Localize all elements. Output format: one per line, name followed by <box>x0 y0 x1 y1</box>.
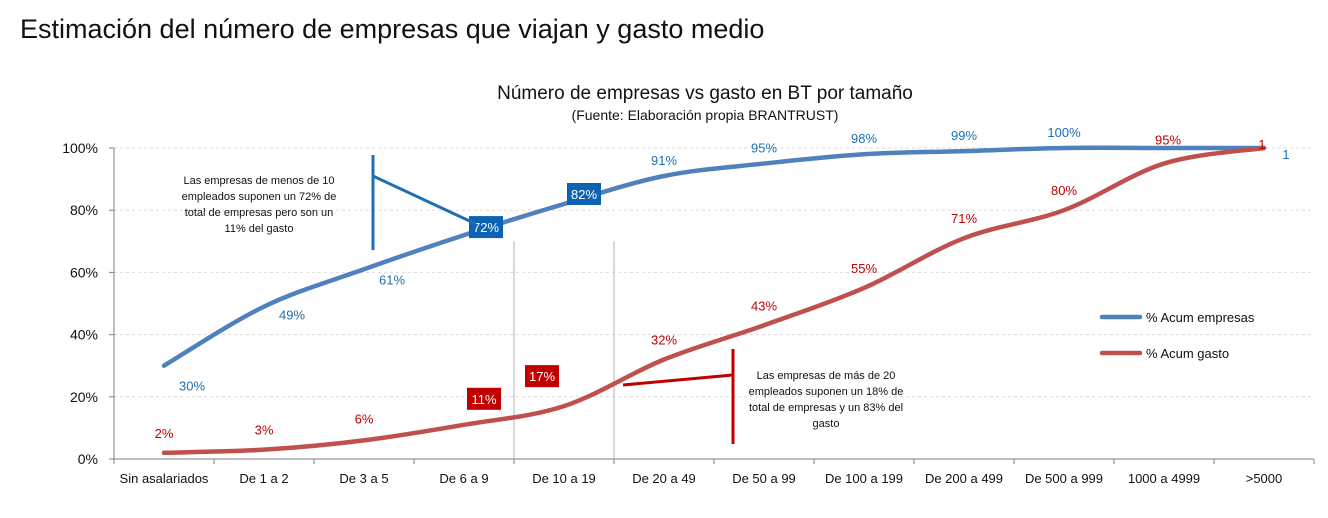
data-point <box>1162 162 1166 166</box>
data-label: 32% <box>651 332 677 347</box>
callouts: Las empresas de menos de 10 empleados sup… <box>182 155 904 444</box>
chart-title: Número de empresas vs gasto en BT por ta… <box>497 83 913 104</box>
data-label: 11% <box>471 392 496 407</box>
y-tick-label: 80% <box>70 202 98 218</box>
x-axis: Sin asalariados De 1 a 2 De 3 a 5 De 6 a 9 D… <box>113 458 1315 486</box>
x-tick-label: De 3 a 5 <box>339 471 388 486</box>
data-point <box>562 404 566 408</box>
y-axis: 0% 20% 40% 60% 80% 100% <box>62 140 115 467</box>
callout-text: total de empresas y un 83% del <box>749 402 903 414</box>
y-tick-label: 60% <box>70 264 98 280</box>
data-label: 49% <box>279 308 305 323</box>
data-label: 43% <box>751 298 777 313</box>
data-label: 61% <box>379 272 405 287</box>
data-label: 95% <box>1155 133 1181 148</box>
data-labels: 30%49%61%72%82%91%95%98% 99% 100%12% 3%6%11… <box>155 125 1290 441</box>
data-label: 100% <box>1047 125 1081 140</box>
callout-text: Las empresas de menos de 10 <box>183 175 334 187</box>
y-tick-label: 40% <box>70 327 98 343</box>
y-tick-label: 20% <box>70 389 98 405</box>
data-label: 30% <box>179 379 205 394</box>
data-point <box>1262 146 1266 150</box>
chart-subtitle: (Fuente: Elaboración propia BRANTRUST) <box>572 107 839 123</box>
data-label: 1 <box>1258 137 1265 152</box>
data-label: 3% <box>255 423 274 438</box>
data-label: 82% <box>571 187 597 202</box>
x-tick-label: 1000 a 4999 <box>1128 471 1200 486</box>
x-tick-label: De 1 a 2 <box>239 471 288 486</box>
series-line-gasto <box>161 145 1267 456</box>
data-point <box>562 202 566 206</box>
x-tick-label: De 50 a 99 <box>732 471 796 486</box>
label-box <box>467 387 501 410</box>
data-point <box>262 448 266 452</box>
data-label: 95% <box>751 141 777 156</box>
data-label: 71% <box>951 211 977 226</box>
data-label: 55% <box>851 261 877 276</box>
data-point <box>1062 146 1066 150</box>
legend-label: % Acum gasto <box>1146 346 1229 361</box>
grid <box>114 147 1314 398</box>
page-title: Estimación del número de empresas que vi… <box>20 14 765 44</box>
callout-pointer <box>622 373 734 387</box>
data-point <box>762 323 766 327</box>
data-point <box>1062 208 1066 212</box>
data-point <box>662 174 666 178</box>
data-label: 1 <box>1282 147 1289 162</box>
data-point <box>862 152 866 156</box>
callout-text: empleados suponen un 72% de <box>182 191 337 203</box>
callout-text: total de empresas pero son un <box>185 207 334 219</box>
data-label: 99% <box>951 128 977 143</box>
data-point <box>962 149 966 153</box>
y-tick-label: 100% <box>62 140 98 156</box>
data-point <box>762 162 766 166</box>
data-label: 98% <box>851 131 877 146</box>
callout-pointer <box>372 174 477 226</box>
data-label: 80% <box>1051 183 1077 198</box>
data-point <box>262 305 266 309</box>
data-point <box>862 286 866 290</box>
legend-label: % Acum empresas <box>1146 310 1255 325</box>
data-point <box>462 233 466 237</box>
x-tick-label: De 200 a 499 <box>925 471 1003 486</box>
data-point <box>162 451 166 455</box>
x-tick-label: Sin asalariados <box>120 471 209 486</box>
callout-text: Las empresas de más de 20 <box>757 370 896 382</box>
label-box <box>525 365 559 388</box>
data-point <box>362 267 366 271</box>
label-box <box>469 216 503 239</box>
label-box <box>567 182 601 205</box>
x-tick-label: De 500 a 999 <box>1025 471 1103 486</box>
data-point <box>662 357 666 361</box>
callout-text: empleados suponen un 18% de <box>749 386 904 398</box>
data-label: 91% <box>651 153 677 168</box>
y-tick-label: 0% <box>78 451 98 467</box>
x-tick-label: De 100 a 199 <box>825 471 903 486</box>
data-point <box>1162 146 1166 150</box>
data-label: 17% <box>529 369 555 384</box>
x-tick-label: De 20 a 49 <box>632 471 696 486</box>
series-lines <box>161 145 1267 456</box>
x-tick-label: >5000 <box>1246 471 1283 486</box>
data-label: 2% <box>155 426 174 441</box>
series-line-empresas <box>161 145 1267 368</box>
data-point <box>362 438 366 442</box>
legend: % Acum empresas % Acum gasto <box>1099 310 1255 361</box>
data-label: 6% <box>355 411 374 426</box>
x-tick-label: De 6 a 9 <box>439 471 488 486</box>
data-point <box>962 236 966 240</box>
divider-lines <box>513 241 615 459</box>
callout-text: gasto <box>813 418 840 430</box>
data-label: 72% <box>473 220 499 235</box>
x-tick-label: De 10 a 19 <box>532 471 596 486</box>
data-point <box>162 364 166 368</box>
data-point <box>462 423 466 427</box>
callout-text: 11% del gasto <box>225 223 294 235</box>
